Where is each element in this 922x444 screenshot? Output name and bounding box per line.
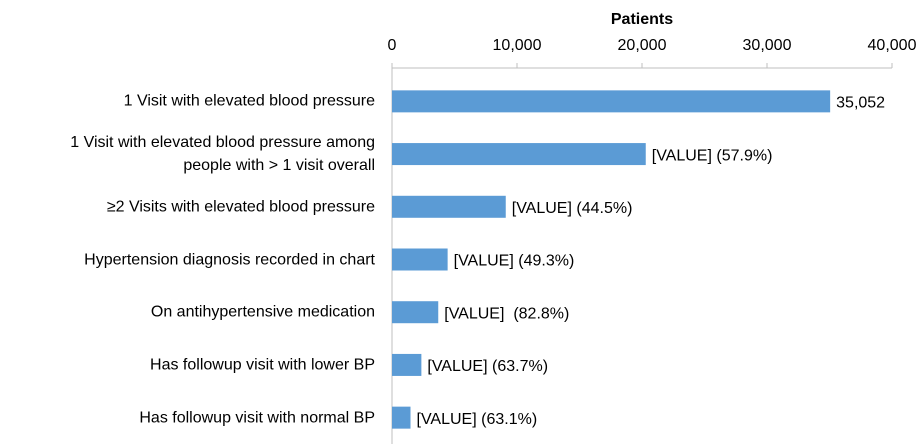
category-label: Has followup visit with normal BP [139, 409, 375, 427]
value-label: [VALUE] (49.3%) [454, 253, 575, 270]
value-label: [VALUE] (57.9%) [652, 147, 773, 164]
value-label: [VALUE] (44.5%) [512, 200, 633, 217]
value-label: [VALUE] (63.1%) [417, 411, 538, 428]
x-tick-label: 20,000 [618, 37, 667, 54]
bar [392, 406, 411, 429]
axis-title: Patients [611, 11, 673, 28]
category-label: Hypertension diagnosis recorded in chart [84, 251, 375, 268]
value-label: [VALUE] (63.7%) [427, 358, 548, 375]
bar [392, 195, 506, 218]
category-label: 1 Visit with elevated blood pressure amo… [70, 134, 375, 175]
category-label: Has followup visit with lower BP [150, 356, 375, 374]
bar [392, 248, 448, 271]
x-tick-label: 10,000 [493, 37, 542, 54]
category-label: ≥2 Visits with elevated blood pressure [106, 198, 375, 216]
bar [392, 90, 831, 113]
category-label: On antihypertensive medication [150, 303, 375, 321]
x-tick-label: 0 [388, 37, 397, 54]
value-label: [VALUE] (82.8%) [444, 305, 569, 322]
x-tick-label: 40,000 [868, 37, 917, 54]
bar [392, 301, 439, 324]
value-label: 35,052 [836, 95, 885, 112]
x-tick-label: 30,000 [743, 37, 792, 54]
bar [392, 353, 422, 376]
bar [392, 143, 646, 166]
category-label: 1 Visit with elevated blood pressure [123, 92, 375, 110]
